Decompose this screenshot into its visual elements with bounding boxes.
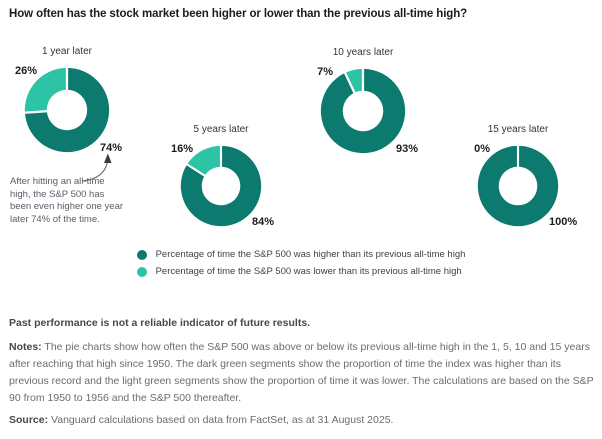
donut-icon-10-years [320,68,406,154]
annotation-arrow-icon [81,153,112,182]
past-performance-disclaimer: Past performance is not a reliable indic… [9,317,311,329]
notes-label: Notes: [9,341,42,353]
legend-label-higher: Percentage of time the S&P 500 was highe… [155,249,466,260]
chart-title-1-year: 1 year later [41,46,93,57]
donut-icon-15-years [477,145,559,227]
higher-pct-label: 100% [549,216,578,228]
lower-pct-label: 26% [14,65,37,77]
legend-dot-lower-icon [136,266,147,277]
chart-title-10-years: 10 years later [332,47,394,58]
legend-item-lower: Percentage of time the S&P 500 was lower… [136,266,466,277]
source-label: Source: [9,414,49,426]
donut-box: 26% 74% [15,65,122,154]
legend-label-lower: Percentage of time the S&P 500 was lower… [155,266,462,277]
higher-pct-label: 93% [396,143,419,155]
legend-item-higher: Percentage of time the S&P 500 was highe… [136,249,466,260]
notes-text: The pie charts show how often the S&P 50… [9,341,594,404]
annotation-text: After hitting an all-time high, the S&P … [10,176,124,225]
donut-chart-1-year: 1 year later 26% 74% [15,46,122,154]
lower-pct-label: 0% [474,143,490,155]
source-text: Vanguard calculations based on data from… [51,414,394,426]
donut-box: 7% 93% [317,66,418,155]
lower-pct-label: 7% [317,66,333,78]
higher-pct-label: 84% [252,216,275,228]
donut-box: 16% 84% [171,143,274,228]
legend-dot-higher-icon [136,249,147,260]
notes-paragraph: Notes: The pie charts show how often the… [9,339,598,407]
higher-pct-label: 74% [100,142,123,154]
donut-chart-5-years: 5 years later 16% 84% [171,124,274,228]
chart-title-15-years: 15 years later [487,124,549,135]
chart-legend: Percentage of time the S&P 500 was highe… [0,249,602,277]
figure-title: How often has the stock market been high… [9,8,468,20]
donut-chart-15-years: 15 years later 0% 100% [474,124,577,228]
source-line: Source: Vanguard calculations based on d… [9,414,393,426]
chart-title-5-years: 5 years later [193,124,249,135]
donut-icon-1-year [24,67,110,153]
donut-chart-10-years: 10 years later 7% 93% [317,47,418,155]
lower-pct-label: 16% [170,143,193,155]
donut-box: 0% 100% [474,143,577,228]
donut-icon-5-years [180,145,262,227]
